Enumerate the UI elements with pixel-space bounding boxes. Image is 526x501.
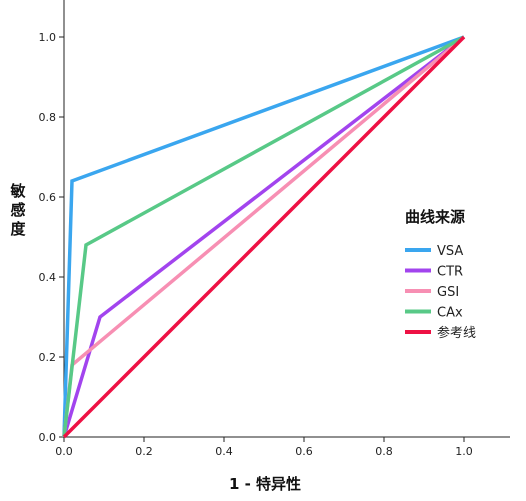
legend-label: CTR (437, 265, 463, 280)
legend: 曲线来源 VSA CTR GSI CAx 参考线 (405, 208, 476, 341)
series-line-CAx (62, 35, 465, 438)
y-tick-label: 0.0 (39, 431, 57, 444)
legend-label: VSA (437, 244, 463, 259)
legend-items: VSA CTR GSI CAx 参考线 (405, 244, 476, 341)
x-tick-label: 0.0 (55, 445, 73, 458)
series-line-CTR (62, 35, 466, 438)
x-tick-label: 0.8 (375, 445, 393, 458)
y-tick-label: 0.2 (39, 351, 57, 364)
legend-title: 曲线来源 (405, 208, 465, 226)
x-tick-label: 1.0 (455, 445, 473, 458)
legend-item: CAx (405, 306, 463, 321)
y-axis-title-char: 敏 (9, 182, 26, 200)
y-axis-title-char: 感 (10, 201, 25, 219)
legend-item: 参考线 (405, 325, 476, 341)
series-line-VSA (62, 35, 465, 438)
y-tick-label: 0.6 (39, 191, 57, 204)
legend-label: 参考线 (437, 325, 476, 341)
series-line-参考线 (62, 35, 466, 439)
legend-item: CTR (405, 265, 463, 280)
y-axis-title: 敏感度 (9, 182, 26, 238)
legend-label: CAx (437, 306, 463, 321)
y-tick-label: 0.8 (39, 111, 57, 124)
y-axis-ticks: 0.0 0.2 0.4 0.6 0.8 1.0 (39, 31, 64, 444)
x-tick-label: 0.6 (295, 445, 313, 458)
x-axis-title: 1 - 特异性 (229, 475, 301, 493)
series-lines (62, 35, 466, 439)
legend-label: GSI (437, 285, 459, 300)
plot-area: 0.0 0.2 0.4 0.6 0.8 1.0 0.0 0.2 0.4 0.6 0.8 1.0 (39, 0, 510, 458)
x-tick-label: 0.2 (135, 445, 153, 458)
y-tick-label: 0.4 (39, 271, 57, 284)
legend-item: GSI (405, 285, 459, 300)
y-tick-label: 1.0 (39, 31, 57, 44)
legend-item: VSA (405, 244, 463, 259)
x-tick-label: 0.4 (215, 445, 233, 458)
y-axis-title-char: 度 (10, 220, 26, 238)
x-axis-ticks: 0.0 0.2 0.4 0.6 0.8 1.0 (55, 437, 473, 458)
